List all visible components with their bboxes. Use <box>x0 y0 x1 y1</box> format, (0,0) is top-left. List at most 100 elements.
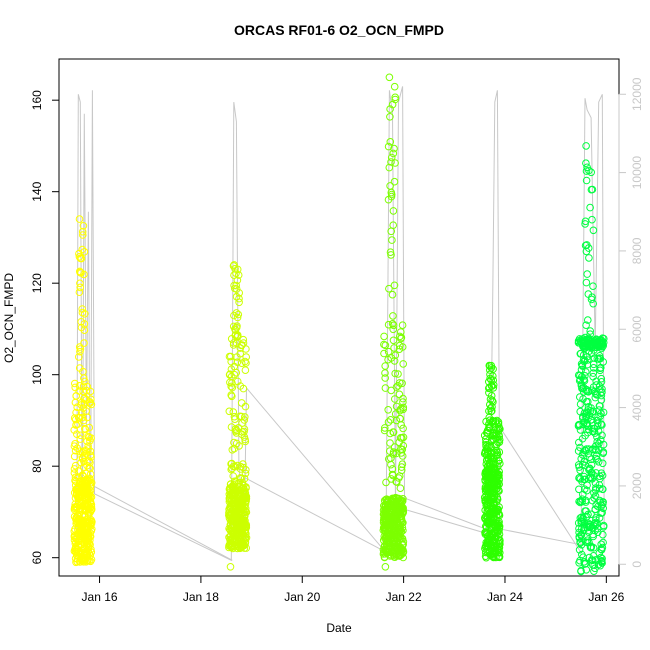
data-point <box>73 430 81 439</box>
data-point <box>398 497 407 505</box>
data-point <box>493 494 502 502</box>
x-tick-label: Jan 20 <box>284 590 320 604</box>
data-point <box>576 426 585 434</box>
data-point <box>386 105 394 113</box>
data-point <box>595 382 604 390</box>
data-point <box>232 427 240 435</box>
data-point <box>241 522 250 531</box>
data-point <box>233 322 241 330</box>
x-tick-label: Jan 16 <box>82 590 118 604</box>
data-point <box>233 515 242 524</box>
data-point <box>592 339 601 348</box>
data-point <box>482 492 491 500</box>
data-point <box>591 445 600 454</box>
data-point <box>577 567 585 576</box>
data-point <box>242 508 251 517</box>
data-point <box>76 431 85 440</box>
data-point <box>72 543 80 552</box>
data-point <box>230 271 238 280</box>
data-point <box>76 435 85 443</box>
data-point <box>85 539 93 548</box>
data-point <box>71 415 80 424</box>
data-point <box>485 361 494 370</box>
data-point <box>238 505 246 514</box>
data-point <box>87 498 95 507</box>
data-point <box>589 360 598 369</box>
data-point <box>82 407 90 415</box>
data-point <box>240 474 249 483</box>
data-point <box>87 548 95 556</box>
data-point <box>596 364 604 373</box>
data-point <box>398 321 407 330</box>
data-point <box>591 486 600 495</box>
data-point <box>580 457 589 466</box>
data-point <box>583 270 592 278</box>
data-point <box>483 517 492 526</box>
data-point <box>488 522 497 530</box>
data-point <box>72 515 80 523</box>
data-point <box>575 463 584 471</box>
data-point <box>596 366 604 375</box>
data-point <box>484 429 492 437</box>
axes-layer: Jan 16 Jan 18 Jan 20 Jan 22 Jan 24 Jan 26 60 80… <box>30 77 644 604</box>
data-point <box>380 349 388 358</box>
data-point <box>79 387 87 396</box>
data-point <box>589 532 598 541</box>
data-point <box>579 395 587 403</box>
data-point <box>598 459 607 468</box>
data-point <box>581 507 589 515</box>
data-point <box>396 484 405 493</box>
data-point <box>397 496 405 504</box>
data-point <box>230 535 239 544</box>
data-point <box>78 528 86 537</box>
data-point <box>493 433 502 442</box>
data-point <box>385 523 393 531</box>
data-point <box>235 289 243 297</box>
data-point <box>596 402 604 410</box>
data-point <box>226 370 234 379</box>
data-point <box>391 95 400 104</box>
data-point <box>596 472 604 481</box>
data-point <box>381 520 389 529</box>
data-point <box>84 445 92 453</box>
data-point <box>242 345 250 353</box>
data-point <box>237 399 246 407</box>
data-point <box>578 384 587 392</box>
data-point <box>485 507 493 515</box>
data-point <box>70 414 79 422</box>
data-point <box>585 166 593 175</box>
data-point <box>397 333 406 342</box>
data-point <box>594 341 602 349</box>
y-tick-label: 140 <box>30 181 44 201</box>
data-point <box>230 311 238 320</box>
data-point <box>229 462 238 471</box>
data-point <box>586 330 595 339</box>
data-point <box>481 497 490 506</box>
data-point <box>485 530 494 539</box>
data-point <box>75 382 84 390</box>
data-point <box>584 403 593 411</box>
data-point <box>386 439 394 447</box>
data-point <box>583 356 592 364</box>
data-point <box>599 523 608 531</box>
data-point <box>227 391 235 399</box>
data-point <box>231 415 239 424</box>
scatter-points-layer <box>70 73 608 576</box>
data-point <box>241 413 249 421</box>
data-point <box>387 158 395 166</box>
x-axis-label: Date <box>326 621 352 635</box>
data-point <box>485 442 493 451</box>
data-point <box>494 479 502 488</box>
data-point <box>583 486 591 495</box>
data-point <box>384 406 393 414</box>
data-point <box>590 424 598 433</box>
data-point <box>83 534 92 542</box>
data-point <box>386 536 395 545</box>
data-point <box>583 353 592 361</box>
data-point <box>80 270 88 279</box>
data-point <box>582 498 590 506</box>
data-point <box>582 385 591 394</box>
data-point <box>78 455 87 463</box>
data-point <box>393 534 402 543</box>
data-point <box>233 276 242 285</box>
